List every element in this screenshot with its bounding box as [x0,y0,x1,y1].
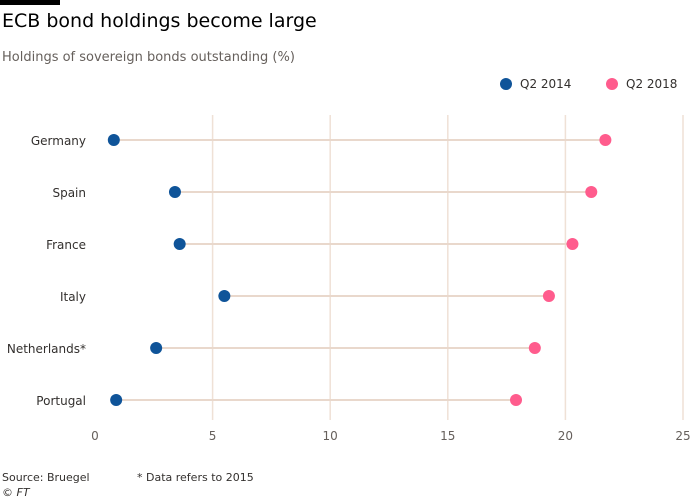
x-tick-label: 20 [558,429,573,443]
data-point-q2-2018 [510,394,523,406]
data-point-q2-2018 [528,342,541,354]
legend-label: Q2 2018 [626,77,678,91]
legend-label: Q2 2014 [520,77,572,91]
x-tick-label: 10 [323,429,338,443]
category-label: Netherlands* [7,342,86,356]
chart-subtitle: Holdings of sovereign bonds outstanding … [2,50,295,65]
x-tick-label: 5 [209,429,217,443]
data-point-q2-2018 [585,186,598,198]
footnote: * Data refers to 2015 [137,471,254,484]
data-point-q2-2018 [566,238,579,250]
category-label: Italy [60,290,86,304]
legend-item-q2-2018: Q2 2018 [606,77,677,91]
x-tick-label: 15 [440,429,455,443]
category-label: Portugal [36,394,86,408]
data-point-q2-2018 [542,290,555,302]
data-point-q2-2018 [599,134,612,146]
category-label: Germany [31,134,86,148]
brand-bar [0,0,60,5]
x-tick-label: 25 [675,429,690,443]
x-tick-label: 0 [91,429,99,443]
data-point-q2-2014 [173,238,186,250]
category-label: France [46,238,86,252]
legend-marker-q2-2014 [500,78,512,90]
source-note: Source: Bruegel [2,471,90,484]
copyright: © FT [2,486,30,499]
data-point-q2-2014 [218,290,231,302]
data-point-q2-2014 [168,186,181,198]
legend-item-q2-2014: Q2 2014 [500,77,571,91]
chart-title: ECB bond holdings become large [2,10,317,32]
data-point-q2-2014 [107,134,120,146]
legend-marker-q2-2018 [606,78,618,90]
data-point-q2-2014 [110,394,123,406]
category-label: Spain [52,186,86,200]
data-point-q2-2014 [150,342,163,354]
